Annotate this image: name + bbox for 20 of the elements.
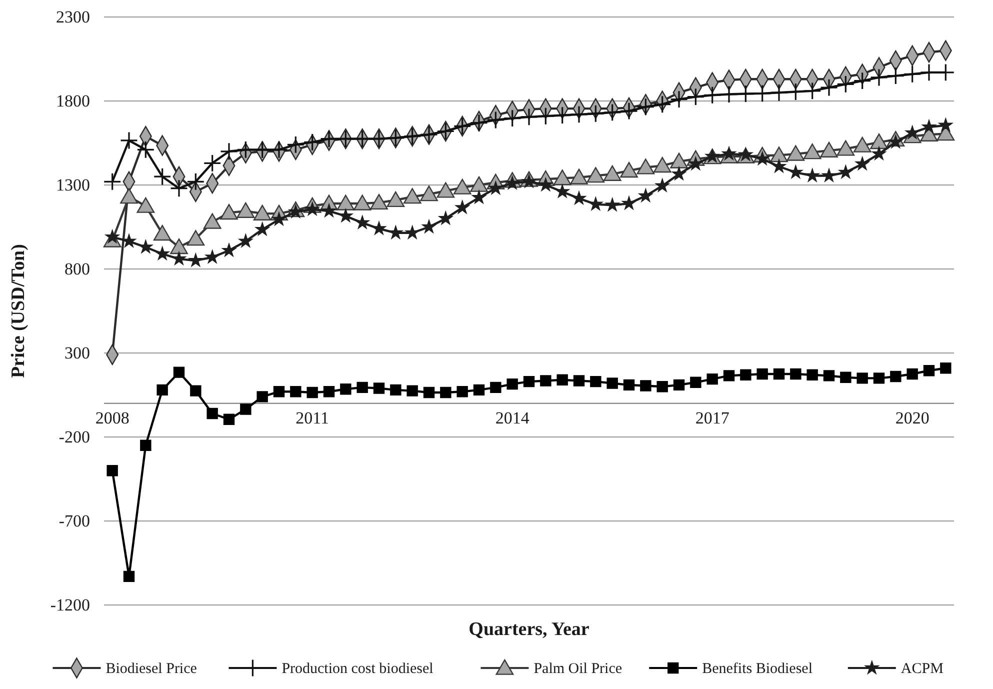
legend-label: Palm Oil Price [534, 661, 622, 677]
x-tick-label: 2008 [95, 408, 130, 428]
legend-label: Biodiesel Price [106, 661, 198, 677]
legend-label: Production cost biodiesel [282, 661, 434, 677]
x-tick-label: 2020 [895, 408, 930, 428]
y-tick-label: 1800 [56, 91, 90, 110]
y-axis-title: Price (USD/Ton) [8, 244, 29, 378]
y-tick-label: -700 [58, 511, 90, 530]
y-tick-label: -1200 [50, 595, 90, 614]
x-axis-title: Quarters, Year [468, 619, 590, 640]
legend-label: ACPM [900, 661, 944, 677]
x-tick-label: 2011 [296, 408, 330, 428]
x-tick-label: 2017 [695, 408, 730, 428]
y-tick-label: 800 [64, 259, 90, 278]
x-tick-label: 2014 [495, 408, 530, 428]
y-tick-label: 1300 [56, 175, 90, 194]
y-tick-label: 2300 [56, 7, 90, 26]
legend-label: Benefits Biodiesel [702, 661, 813, 677]
y-tick-label: -200 [58, 427, 90, 446]
y-tick-label: 300 [64, 343, 90, 362]
